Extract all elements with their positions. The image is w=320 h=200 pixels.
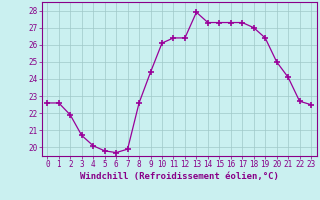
X-axis label: Windchill (Refroidissement éolien,°C): Windchill (Refroidissement éolien,°C) [80,172,279,181]
